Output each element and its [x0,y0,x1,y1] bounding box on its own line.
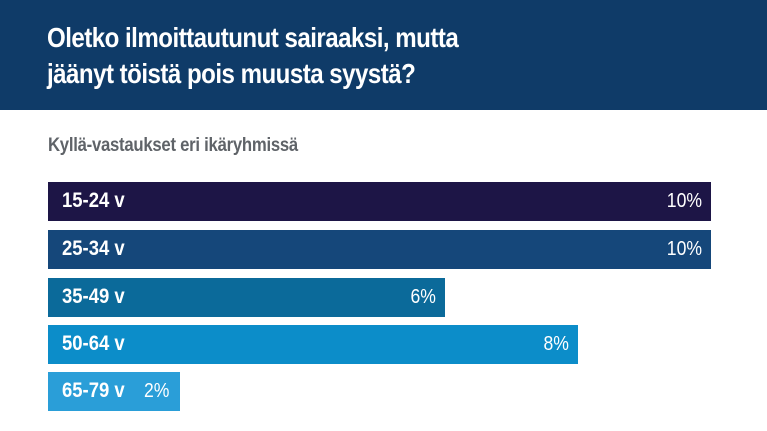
bar-value: 6% [410,286,436,308]
chart-subtitle: Kyllä-vastaukset eri ikäryhmissä [48,135,298,156]
bar-label: 50-64 v [62,332,125,355]
bar-value: 10% [666,190,702,212]
bar-label: 25-34 v [62,237,125,260]
bar-label: 15-24 v [62,189,125,212]
chart-title: Oletko ilmoittautunut sairaaksi, mutta j… [47,20,529,92]
bar-50-64: 50-64 v 8% [48,325,578,364]
bar-label: 35-49 v [62,285,125,308]
bar-25-34: 25-34 v 10% [48,230,711,269]
chart-title-line-2: jäänyt töistä pois muusta syystä? [47,58,416,89]
chart-title-line-1: Oletko ilmoittautunut sairaaksi, mutta [47,22,459,53]
bar-label: 65-79 v [62,379,125,402]
bar-65-79: 65-79 v 2% [48,372,180,411]
header-banner: Oletko ilmoittautunut sairaaksi, mutta j… [0,0,767,110]
bar-value: 2% [144,380,170,402]
bar-15-24: 15-24 v 10% [48,182,711,221]
bar-value: 8% [543,333,569,355]
bar-value: 10% [666,238,702,260]
bar-35-49: 35-49 v 6% [48,278,445,317]
